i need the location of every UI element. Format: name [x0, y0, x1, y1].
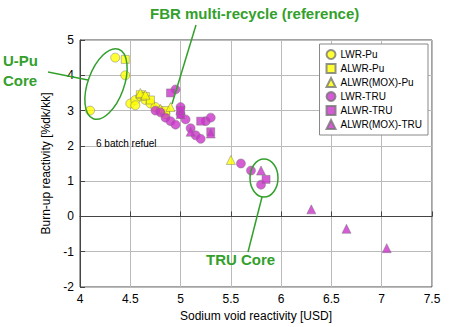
svg-text:LWR-Pu: LWR-Pu [341, 49, 378, 60]
svg-text:Burn-up reactivity [%dk/kk]: Burn-up reactivity [%dk/kk] [39, 92, 53, 234]
svg-text:7: 7 [378, 292, 385, 306]
svg-text:-1: -1 [63, 245, 74, 259]
svg-text:6: 6 [278, 292, 285, 306]
svg-text:ALWR-TRU: ALWR-TRU [341, 105, 393, 116]
svg-text:FBR multi-recycle (reference): FBR multi-recycle (reference) [150, 5, 359, 22]
svg-text:4: 4 [67, 68, 74, 82]
svg-text:5: 5 [67, 33, 74, 47]
svg-text:6 batch refuel: 6 batch refuel [96, 138, 157, 149]
svg-text:1: 1 [67, 174, 74, 188]
svg-text:U-Pu: U-Pu [3, 52, 38, 69]
svg-text:4.5: 4.5 [122, 292, 139, 306]
svg-text:7.5: 7.5 [424, 292, 441, 306]
svg-text:ALWR(MOX)-Pu: ALWR(MOX)-Pu [341, 77, 414, 88]
svg-text:6.5: 6.5 [323, 292, 340, 306]
svg-text:ALWR(MOX)-TRU: ALWR(MOX)-TRU [341, 119, 422, 130]
svg-text:TRU Core: TRU Core [206, 251, 275, 268]
svg-text:Core: Core [3, 72, 37, 89]
svg-text:LWR-TRU: LWR-TRU [341, 91, 386, 102]
svg-text:3: 3 [67, 104, 74, 118]
svg-text:-2: -2 [63, 280, 74, 294]
svg-text:4: 4 [77, 292, 84, 306]
svg-text:Sodium void reactivity [USD]: Sodium void reactivity [USD] [180, 309, 332, 323]
svg-text:0: 0 [67, 209, 74, 223]
svg-text:5: 5 [177, 292, 184, 306]
svg-text:2: 2 [67, 139, 74, 153]
svg-text:5.5: 5.5 [223, 292, 240, 306]
svg-text:ALWR-Pu: ALWR-Pu [341, 63, 385, 74]
